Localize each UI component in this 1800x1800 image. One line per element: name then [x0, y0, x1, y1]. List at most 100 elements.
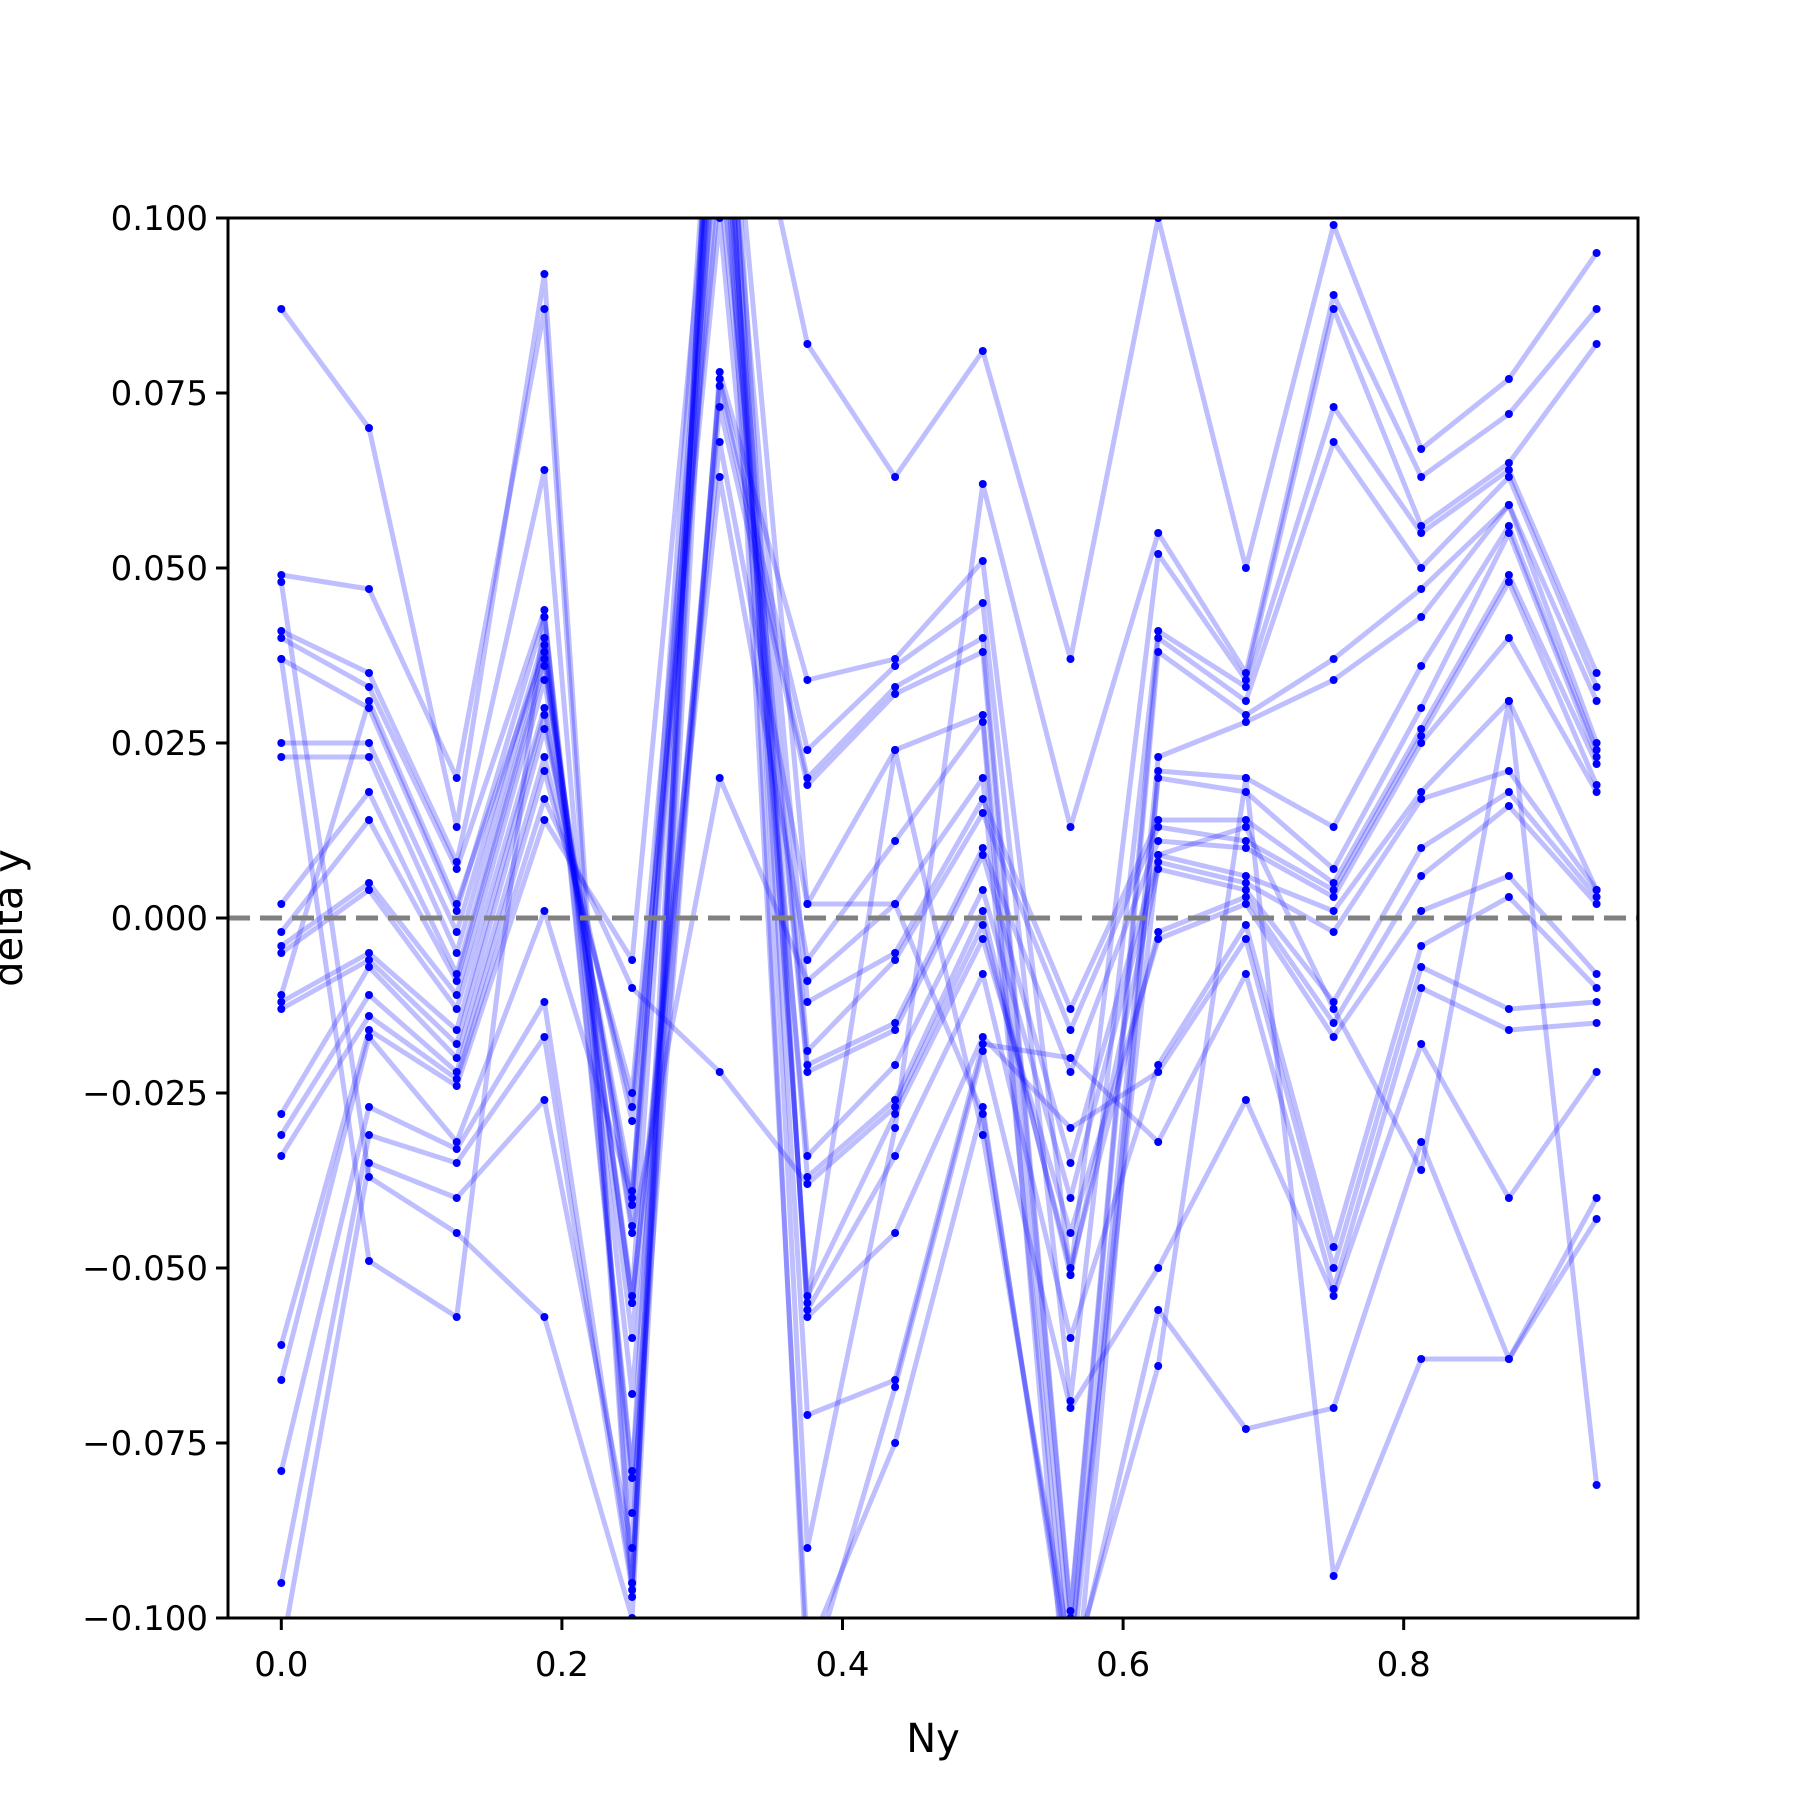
- data-point: [978, 1033, 987, 1041]
- series-line-18: [278, 218, 1599, 1381]
- data-point: [1329, 1033, 1338, 1041]
- data-point: [978, 795, 987, 803]
- data-point: [891, 683, 900, 691]
- data-point: [452, 949, 461, 957]
- y-tick-label: 0.100: [111, 199, 208, 239]
- y-tick-label: 0.025: [111, 724, 208, 764]
- data-point: [452, 1068, 461, 1076]
- data-point: [1241, 970, 1250, 978]
- data-point: [1504, 522, 1513, 530]
- series-line-10: [279, 218, 1599, 1229]
- data-point: [803, 781, 812, 789]
- data-point: [1329, 886, 1338, 894]
- data-point: [1241, 676, 1250, 684]
- series-layer: [278, 218, 1600, 1618]
- data-point: [1417, 788, 1426, 796]
- series-line-19: [278, 218, 1597, 1586]
- data-point: [1241, 816, 1250, 824]
- series-line-2: [280, 218, 1599, 1600]
- x-axis: 0.0 0.2 0.4 0.6 0.8: [254, 1618, 1431, 1685]
- data-point: [1154, 1061, 1163, 1069]
- data-point: [1066, 1005, 1075, 1013]
- data-point: [277, 1110, 286, 1118]
- data-point: [1504, 1355, 1513, 1363]
- data-point: [628, 1117, 637, 1125]
- data-point: [1329, 998, 1338, 1006]
- data-point: [891, 1026, 900, 1034]
- data-point: [1329, 305, 1338, 313]
- data-point: [452, 991, 461, 999]
- data-point: [1329, 907, 1338, 915]
- data-point: [1154, 774, 1163, 782]
- data-point: [891, 1103, 900, 1111]
- data-point: [803, 1313, 812, 1321]
- data-point: [1329, 823, 1338, 831]
- data-point: [978, 970, 987, 978]
- data-point: [628, 1089, 637, 1097]
- data-point: [803, 1047, 812, 1055]
- data-point: [1592, 984, 1601, 992]
- data-point: [1417, 473, 1426, 481]
- data-point: [1241, 1096, 1250, 1104]
- data-point: [1592, 1194, 1601, 1202]
- data-point: [978, 718, 987, 726]
- data-point: [1329, 655, 1338, 663]
- data-point: [1417, 984, 1426, 992]
- data-point: [277, 1467, 286, 1475]
- data-point: [978, 1103, 987, 1111]
- data-point: [1154, 1264, 1163, 1272]
- series-line-5: [280, 383, 1599, 1614]
- data-point: [978, 1131, 987, 1139]
- data-point: [803, 774, 812, 782]
- data-point: [1417, 445, 1426, 453]
- data-point: [978, 557, 987, 565]
- data-point: [1241, 935, 1250, 943]
- data-point: [1154, 865, 1163, 873]
- data-point: [277, 1341, 286, 1349]
- data-point: [540, 1096, 549, 1104]
- data-point: [891, 1110, 900, 1118]
- x-tick-label: 0.8: [1377, 1645, 1431, 1685]
- data-point: [1241, 921, 1250, 929]
- data-point: [1329, 1019, 1338, 1027]
- data-point: [978, 648, 987, 656]
- data-point: [365, 669, 373, 677]
- data-point: [1417, 942, 1426, 950]
- data-point: [1241, 683, 1250, 691]
- data-point: [715, 774, 724, 782]
- data-point: [628, 1229, 637, 1237]
- data-point: [452, 1082, 461, 1090]
- data-point: [1329, 928, 1338, 936]
- data-point: [1592, 249, 1601, 257]
- series-line-4: [280, 376, 1599, 1474]
- data-point: [1154, 816, 1163, 824]
- data-point: [365, 739, 373, 747]
- y-axis: −0.100 −0.075 −0.050 −0.025 0.000 0.025 0.050 0…: [82, 199, 228, 1639]
- data-point: [452, 823, 461, 831]
- data-point: [277, 1376, 286, 1384]
- data-point: [277, 578, 286, 586]
- series-line-14: [279, 218, 1599, 1201]
- data-point: [1417, 704, 1426, 712]
- data-point: [1417, 564, 1426, 572]
- data-point: [452, 858, 461, 866]
- data-point: [978, 907, 987, 915]
- data-point: [891, 655, 900, 663]
- data-point: [978, 1110, 987, 1118]
- data-point: [277, 942, 286, 950]
- data-point: [277, 998, 286, 1006]
- data-point: [452, 1026, 461, 1034]
- data-point: [452, 1138, 461, 1146]
- data-point: [1154, 928, 1163, 936]
- data-point: [803, 1061, 812, 1069]
- series-line-11: [279, 218, 1599, 1208]
- x-tick-label: 0.0: [254, 1645, 308, 1685]
- data-point: [628, 984, 637, 992]
- data-point: [365, 585, 373, 593]
- data-point: [1417, 613, 1426, 621]
- data-point: [1241, 564, 1250, 572]
- data-point: [452, 1159, 461, 1167]
- data-point: [1504, 697, 1513, 705]
- data-point: [1066, 1068, 1075, 1076]
- data-point: [1241, 900, 1250, 908]
